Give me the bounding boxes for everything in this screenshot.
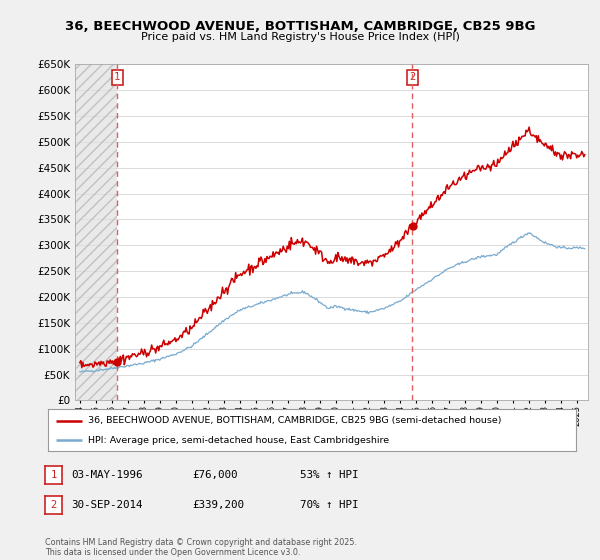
Text: 1: 1 bbox=[114, 72, 121, 82]
Text: Price paid vs. HM Land Registry's House Price Index (HPI): Price paid vs. HM Land Registry's House … bbox=[140, 32, 460, 42]
Bar bbox=[75, 64, 118, 400]
Text: £339,200: £339,200 bbox=[192, 500, 244, 510]
Text: £76,000: £76,000 bbox=[192, 470, 238, 480]
Text: 1: 1 bbox=[50, 470, 56, 480]
Text: HPI: Average price, semi-detached house, East Cambridgeshire: HPI: Average price, semi-detached house,… bbox=[88, 436, 389, 445]
Text: 70% ↑ HPI: 70% ↑ HPI bbox=[300, 500, 359, 510]
Text: 2: 2 bbox=[409, 72, 416, 82]
Text: 30-SEP-2014: 30-SEP-2014 bbox=[71, 500, 142, 510]
Text: Contains HM Land Registry data © Crown copyright and database right 2025.
This d: Contains HM Land Registry data © Crown c… bbox=[45, 538, 357, 557]
Text: 53% ↑ HPI: 53% ↑ HPI bbox=[300, 470, 359, 480]
Text: 03-MAY-1996: 03-MAY-1996 bbox=[71, 470, 142, 480]
Text: 36, BEECHWOOD AVENUE, BOTTISHAM, CAMBRIDGE, CB25 9BG (semi-detached house): 36, BEECHWOOD AVENUE, BOTTISHAM, CAMBRID… bbox=[88, 416, 501, 425]
Text: 2: 2 bbox=[50, 500, 56, 510]
Text: 36, BEECHWOOD AVENUE, BOTTISHAM, CAMBRIDGE, CB25 9BG: 36, BEECHWOOD AVENUE, BOTTISHAM, CAMBRID… bbox=[65, 20, 535, 32]
